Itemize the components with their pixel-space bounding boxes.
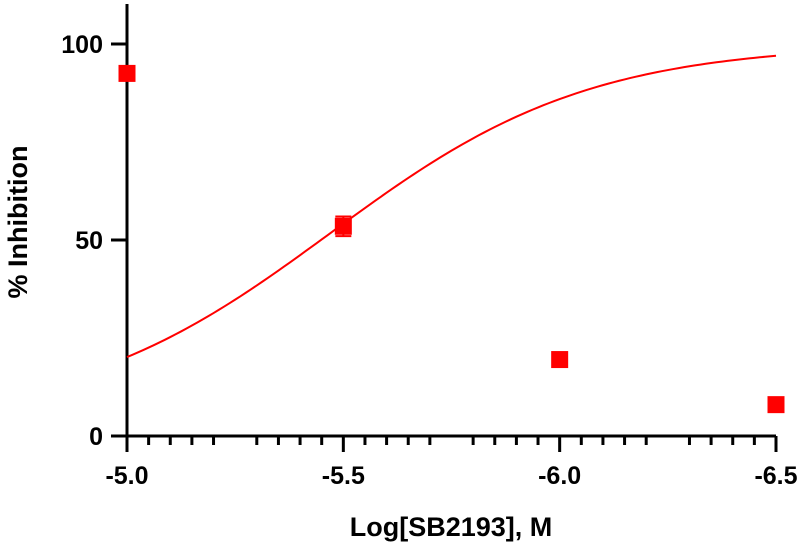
x-ticks: -5.0 -5.5 -6.0 -6.5 bbox=[105, 436, 798, 490]
x-tick-label: -6.5 bbox=[754, 462, 797, 490]
x-tick-label: -6.0 bbox=[538, 462, 581, 490]
data-point bbox=[767, 396, 785, 414]
y-tick-label: 0 bbox=[89, 423, 103, 451]
y-axis-title: % Inhibition bbox=[3, 146, 33, 299]
error-bars bbox=[119, 68, 784, 409]
x-tick-label: -5.0 bbox=[105, 462, 148, 490]
y-tick-label: 100 bbox=[61, 31, 103, 59]
y-ticks: 0 50 100 bbox=[61, 31, 127, 451]
y-tick-label: 50 bbox=[75, 227, 103, 255]
fit-curve bbox=[126, 54, 777, 359]
x-axis-title: Log[SB2193], M bbox=[350, 512, 553, 542]
data-point bbox=[334, 217, 352, 235]
x-tick-label: -5.5 bbox=[322, 462, 365, 490]
data-point bbox=[118, 64, 136, 82]
data-points bbox=[118, 64, 785, 414]
data-point bbox=[551, 351, 569, 369]
